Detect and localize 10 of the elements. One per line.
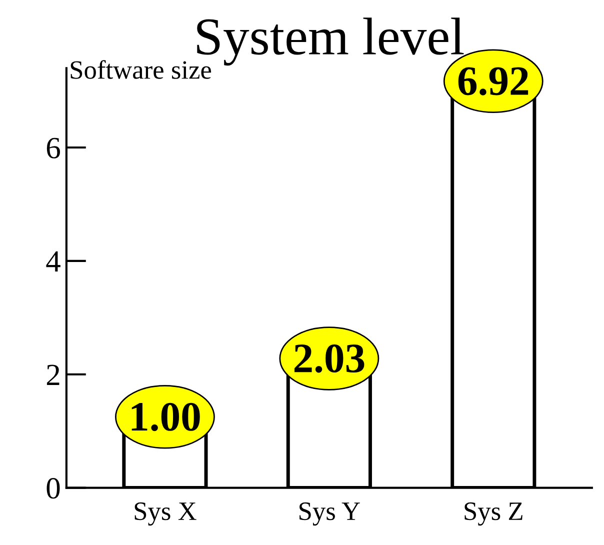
y-tick-label: 6: [46, 138, 60, 158]
y-tick-label: 2: [46, 364, 60, 385]
data-label: 6.92: [458, 67, 528, 96]
y-tick-label: 4: [46, 251, 60, 272]
data-label: 2.03: [294, 344, 364, 373]
x-tick-label: Sys Y: [300, 502, 360, 526]
x-tick-label: Sys Z: [464, 502, 522, 526]
data-label: 1.00: [132, 402, 200, 432]
y-tick-label: 0: [46, 478, 60, 499]
x-tick-label: Sys X: [134, 502, 196, 526]
